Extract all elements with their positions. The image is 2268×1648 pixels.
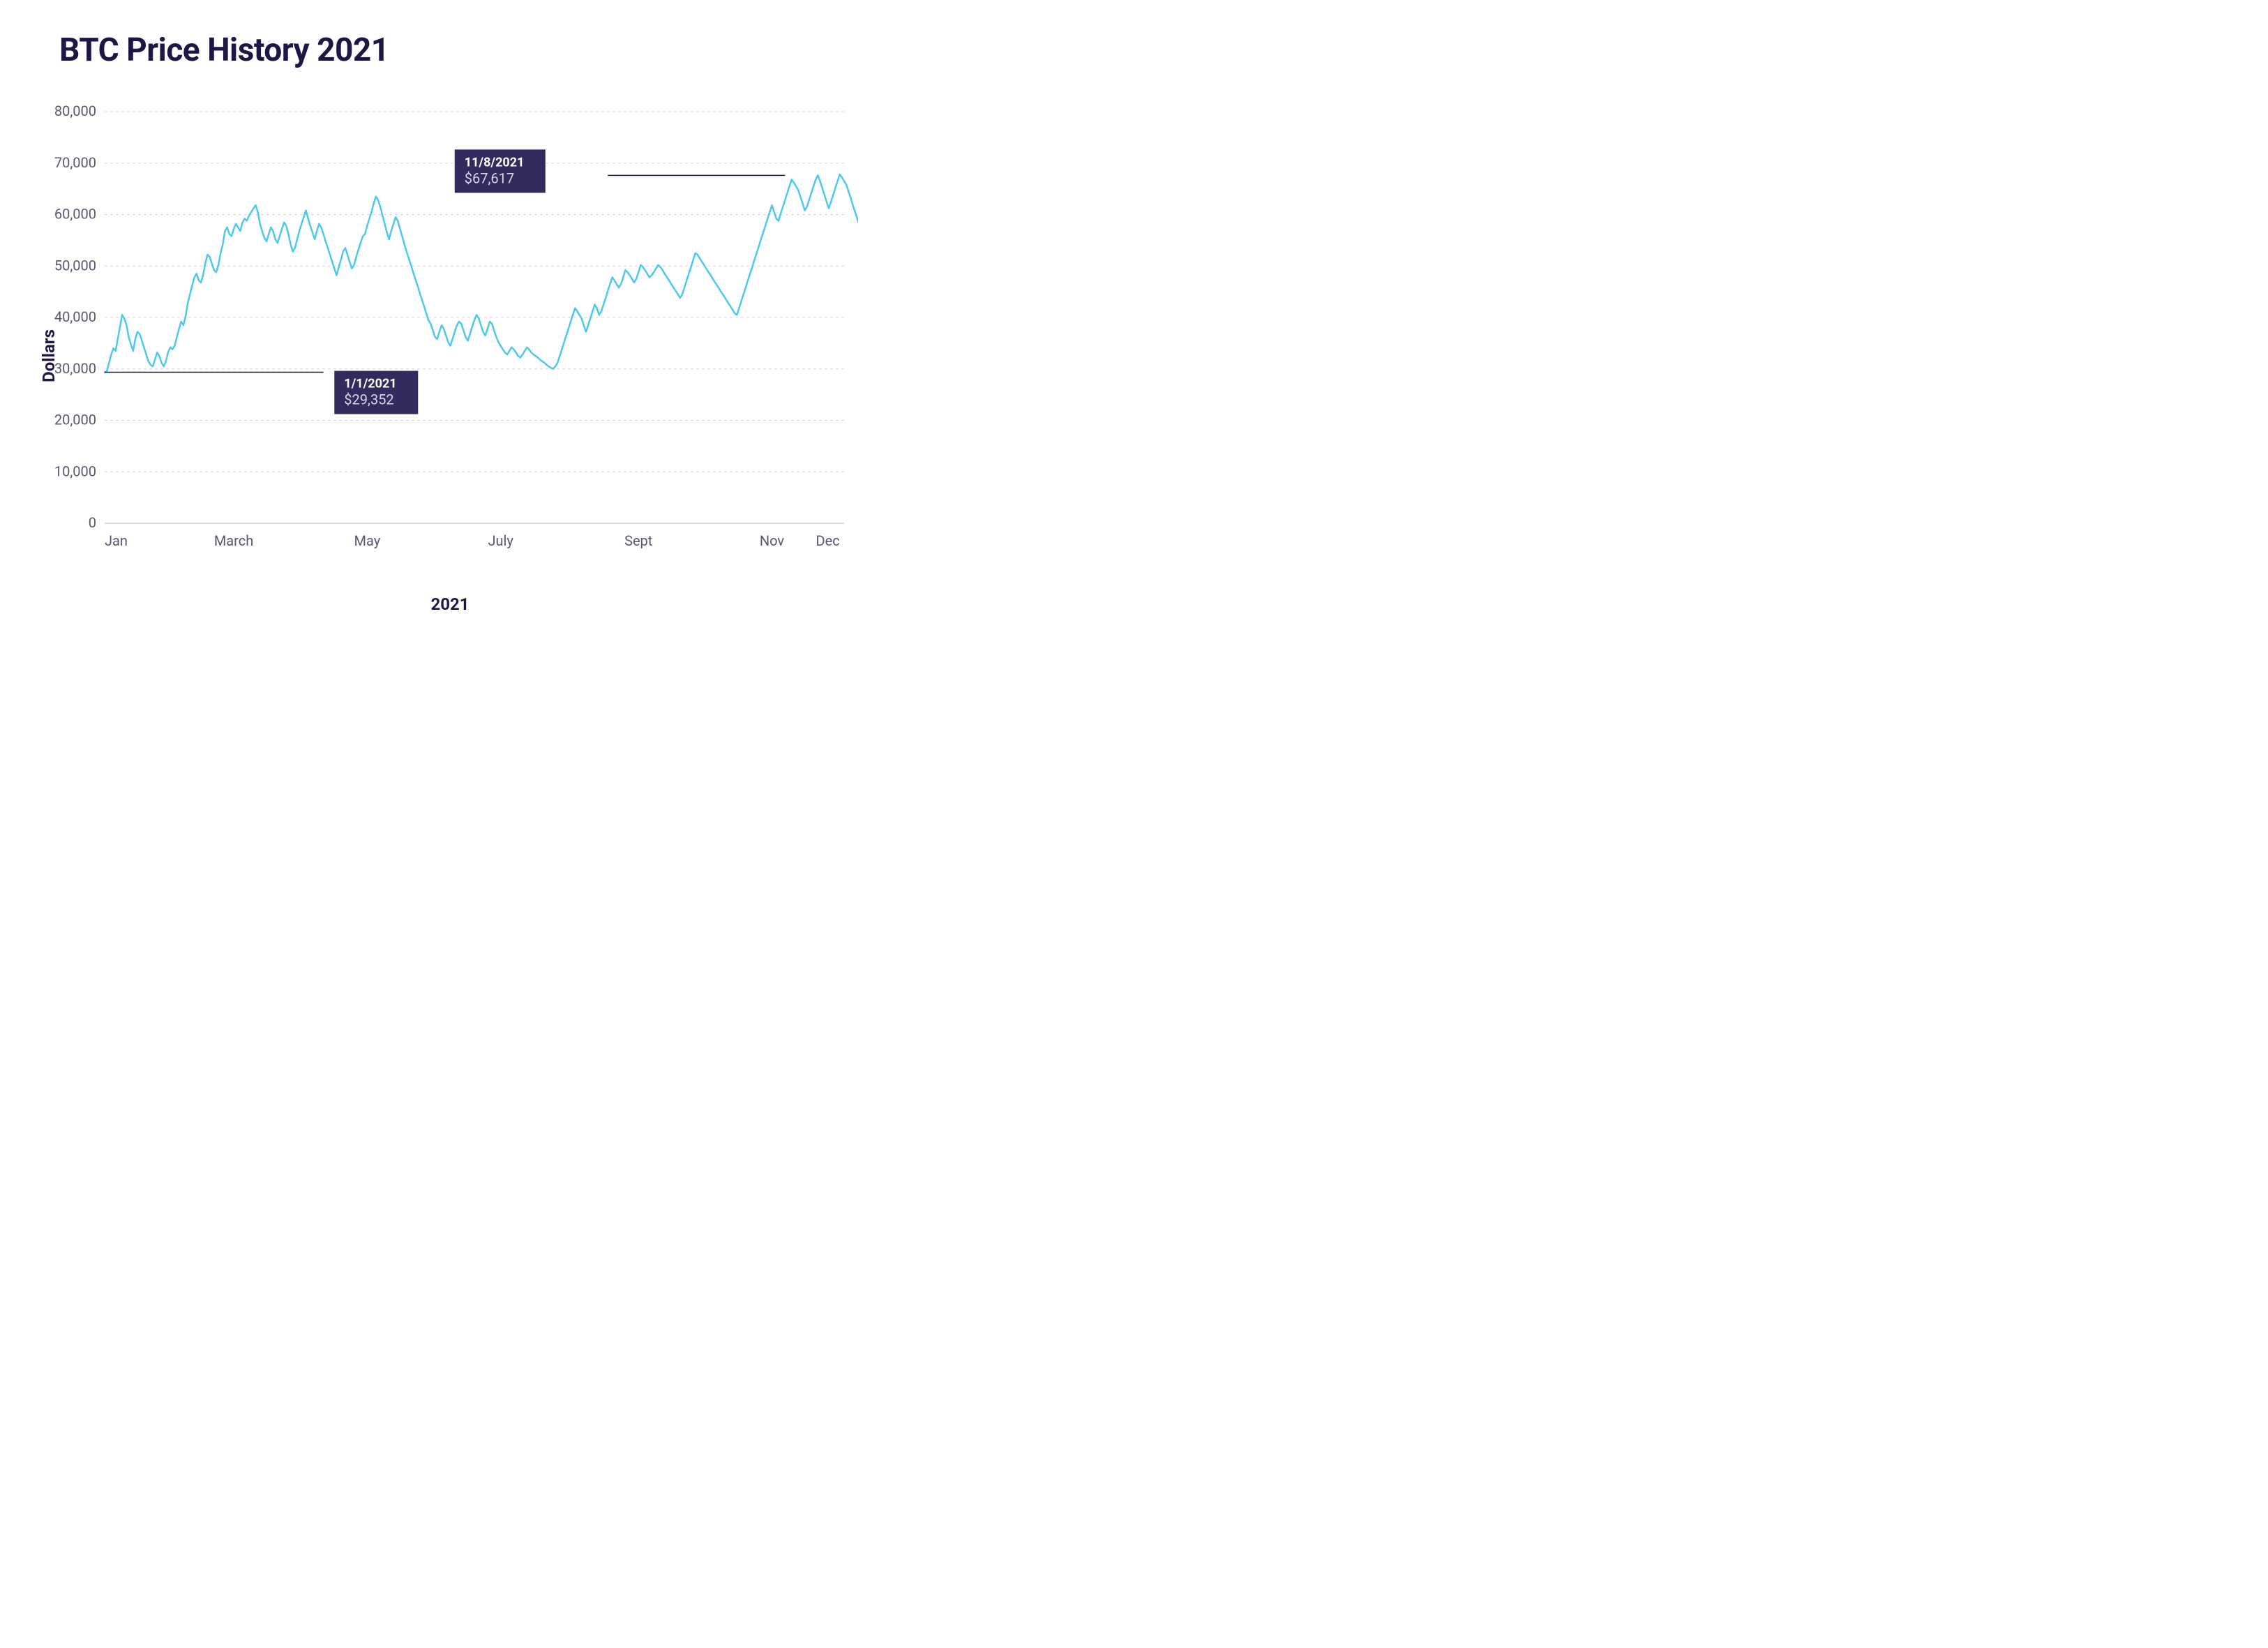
y-axis-label: Dollars <box>39 329 59 382</box>
price-line-chart: 0 10,000 20,000 30,000 40,000 50,000 60,000 70,… <box>42 105 858 565</box>
x-tick-label: May <box>354 532 381 549</box>
x-tick-label: Sept <box>624 532 652 549</box>
y-tick-label: 10,000 <box>54 463 96 479</box>
callout-date-label: 1/1/2021 <box>344 377 396 391</box>
callout-date-label: 11/8/2021 <box>465 155 525 170</box>
y-tick-label: 40,000 <box>54 308 96 325</box>
x-axis-label: 2021 <box>430 594 469 614</box>
x-tick-label: March <box>214 532 253 549</box>
price-line <box>105 174 858 373</box>
y-tick-label: 20,000 <box>54 412 96 428</box>
callout-value-label: $67,617 <box>465 170 514 186</box>
chart-container: Dollars 0 10,000 20,000 30,000 40,000 50,000 6… <box>42 105 858 607</box>
y-tick-label: 70,000 <box>54 154 96 171</box>
page: BTC Price History 2021 Dollars 0 10,000 20… <box>0 0 893 649</box>
x-tick-label: Jan <box>105 532 128 549</box>
y-tick-label: 50,000 <box>54 257 96 274</box>
y-tick-label: 80,000 <box>54 105 96 119</box>
x-tick-label: Nov <box>760 532 785 549</box>
y-tick-label: 60,000 <box>54 206 96 223</box>
x-tick-label: July <box>488 532 513 549</box>
callout-value-label: $29,352 <box>344 391 393 408</box>
y-tick-label: 0 <box>89 514 96 531</box>
chart-title: BTC Price History 2021 <box>59 31 389 69</box>
x-tick-label: Dec <box>816 532 840 549</box>
y-tick-label: 30,000 <box>54 360 96 377</box>
